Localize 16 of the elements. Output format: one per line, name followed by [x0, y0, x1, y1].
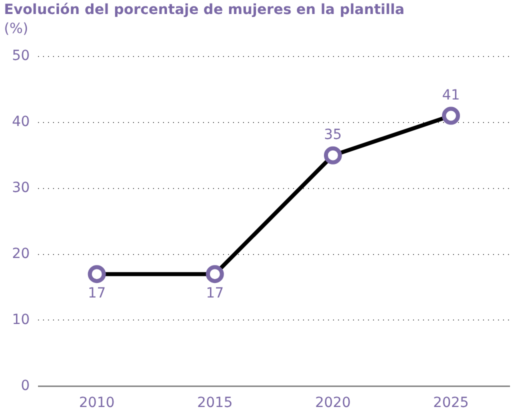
- data-label: 41: [442, 87, 460, 104]
- y-tick-label: 0: [20, 378, 30, 394]
- y-tick-label: 30: [12, 180, 30, 196]
- x-tick-label: 2010: [79, 395, 115, 412]
- y-tick-label: 10: [12, 312, 30, 328]
- y-tick-label: 20: [12, 246, 30, 262]
- data-label: 17: [88, 286, 106, 302]
- data-label: 35: [324, 126, 342, 143]
- data-label: 17: [206, 286, 224, 302]
- x-tick-label: 2020: [315, 395, 351, 412]
- y-axis-title: (%): [4, 21, 28, 37]
- chart-title: Evolución del porcentaje de mujeres en la plantilla: [4, 2, 405, 18]
- y-tick-label: 40: [12, 114, 30, 130]
- x-tick-label: 2025: [433, 395, 469, 412]
- x-tick-label: 2015: [197, 395, 233, 412]
- y-tick-label: 50: [12, 48, 30, 64]
